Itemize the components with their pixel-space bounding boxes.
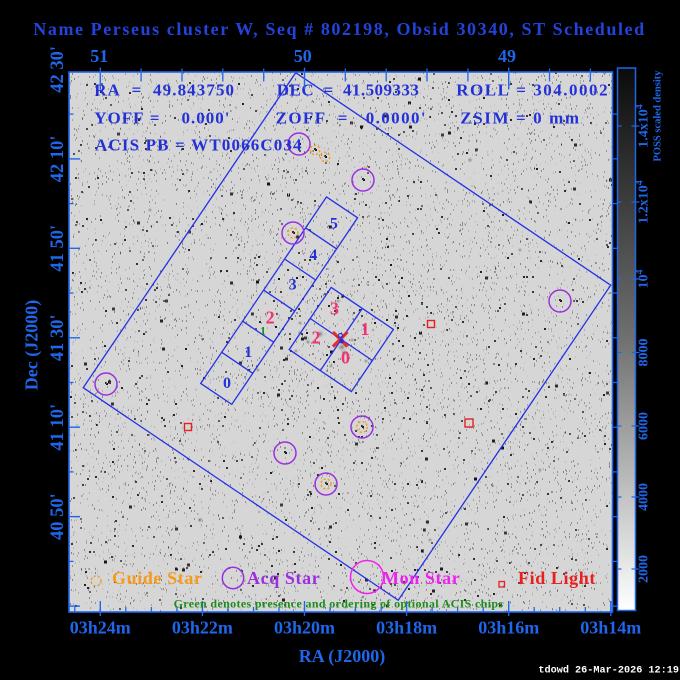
svg-text:ACIS PB = WT0066C034: ACIS PB = WT0066C034 [95, 136, 303, 155]
svg-text:2: 2 [312, 328, 321, 348]
svg-text:Dec (J2000): Dec (J2000) [22, 300, 43, 390]
svg-text:Acq Star: Acq Star [247, 568, 320, 588]
svg-text:2: 2 [266, 308, 275, 328]
svg-text:ZOFF = 0.0000': ZOFF = 0.0000' [276, 109, 427, 128]
svg-text:3: 3 [330, 299, 339, 319]
svg-text:3: 3 [289, 277, 297, 294]
svg-text:51: 51 [90, 46, 108, 66]
svg-text:03h22m: 03h22m [172, 618, 233, 638]
svg-text:1.2x104: 1.2x104 [635, 180, 652, 224]
svg-text:1: 1 [260, 324, 266, 338]
svg-text:03h16m: 03h16m [478, 618, 539, 638]
svg-text:0: 0 [341, 348, 350, 368]
svg-text:4000: 4000 [637, 483, 652, 511]
svg-text:ROLL = 304.0002: ROLL = 304.0002 [456, 81, 609, 100]
svg-text:Guide Star: Guide Star [112, 568, 203, 588]
svg-text:DEC = 41.509333: DEC = 41.509333 [277, 81, 419, 100]
svg-text:03h18m: 03h18m [376, 618, 437, 638]
svg-text:POSS scaled density: POSS scaled density [653, 70, 664, 162]
svg-text:Green denotes presence and ord: Green denotes presence and ordering of o… [174, 597, 504, 611]
svg-text:RA = 49.843750: RA = 49.843750 [94, 81, 235, 100]
svg-text:50: 50 [294, 46, 312, 66]
svg-text:2000: 2000 [637, 555, 652, 583]
svg-text:5: 5 [330, 216, 338, 233]
svg-text:tdowd 26-Mar-2026 12:19: tdowd 26-Mar-2026 12:19 [538, 665, 679, 677]
svg-text:YOFF = 0.000': YOFF = 0.000' [94, 109, 230, 128]
svg-text:03h14m: 03h14m [580, 618, 641, 638]
svg-text:ZSIM = 0 mm: ZSIM = 0 mm [460, 109, 580, 128]
svg-text:40 50': 40 50' [48, 493, 68, 540]
svg-text:1: 1 [244, 344, 252, 361]
svg-text:42 30': 42 30' [48, 46, 68, 93]
svg-text:03h20m: 03h20m [274, 618, 335, 638]
svg-text:RA (J2000): RA (J2000) [299, 646, 386, 667]
svg-text:41 30': 41 30' [48, 314, 68, 361]
svg-text:41 50': 41 50' [48, 225, 68, 272]
svg-text:Fid Light: Fid Light [518, 568, 596, 588]
svg-text:Name Perseus cluster W, Seq #: Name Perseus cluster W, Seq # 802198, Ob… [33, 19, 645, 39]
svg-text:49: 49 [498, 46, 516, 66]
svg-text:8000: 8000 [637, 339, 652, 367]
svg-text:6000: 6000 [637, 412, 652, 440]
svg-text:41 10': 41 10' [48, 404, 68, 451]
svg-text:1: 1 [361, 319, 370, 339]
svg-text:1.4x104: 1.4x104 [635, 104, 652, 148]
svg-text:42 10': 42 10' [48, 136, 68, 183]
svg-text:Mon Star: Mon Star [382, 568, 460, 588]
svg-text:4: 4 [309, 247, 317, 264]
svg-text:0: 0 [223, 375, 231, 392]
svg-text:03h24m: 03h24m [70, 618, 131, 638]
